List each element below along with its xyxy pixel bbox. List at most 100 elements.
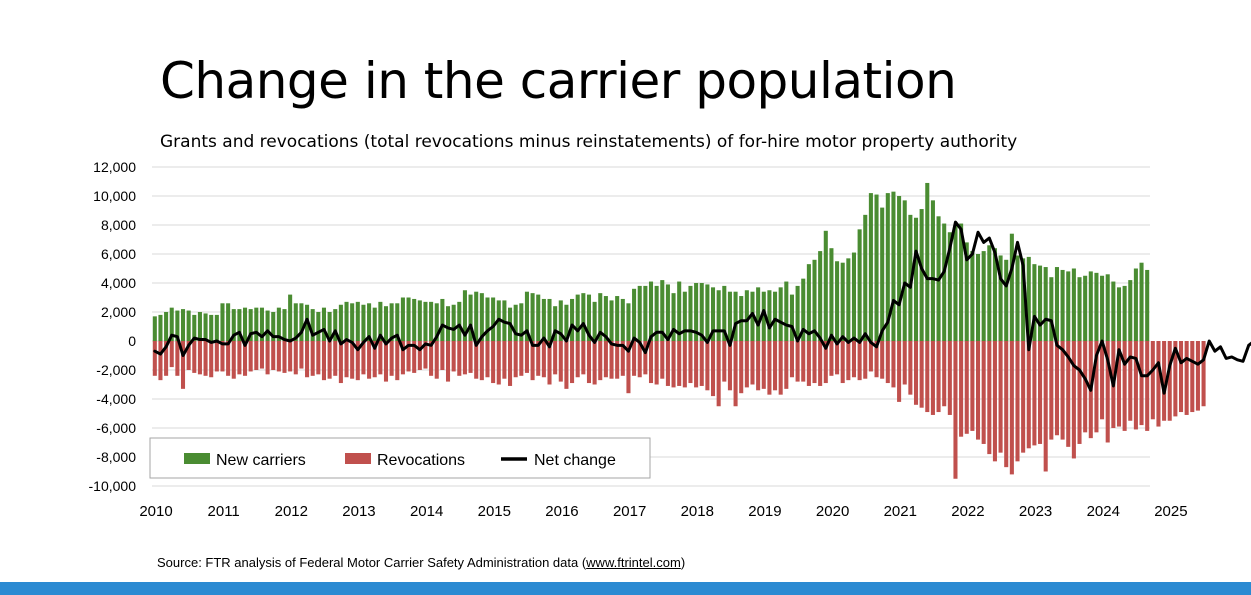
new-carriers-bar: [829, 248, 834, 341]
new-carriers-bar: [361, 304, 366, 341]
revocations-bar: [186, 341, 191, 370]
revocations-bar: [434, 341, 439, 379]
new-carriers-bar: [868, 193, 873, 341]
revocations-bar: [1190, 341, 1195, 413]
new-carriers-bar: [863, 214, 868, 341]
new-carriers-bar: [293, 303, 298, 341]
revocations-bar: [665, 341, 670, 386]
new-carriers-bar: [299, 303, 304, 341]
new-carriers-bar: [1038, 265, 1043, 341]
new-carriers-bar: [891, 191, 896, 341]
new-carriers-bar: [175, 310, 180, 341]
revocations-bar: [1094, 341, 1099, 433]
revocations-bar: [355, 341, 360, 381]
revocations-bar: [169, 341, 174, 368]
revocations-bar: [908, 341, 913, 395]
new-carriers-bar: [152, 316, 157, 341]
new-carriers-bar: [688, 285, 693, 341]
revocations-bar: [327, 341, 332, 379]
revocations-bar: [750, 341, 755, 385]
new-carriers-bar: [727, 291, 732, 341]
new-carriers-bar: [919, 209, 924, 341]
new-carriers-bar: [564, 304, 569, 341]
revocations-bar: [395, 341, 400, 381]
new-carriers-bar: [767, 290, 772, 341]
new-carriers-bar: [1032, 264, 1037, 341]
legend-rev-label: Revocations: [377, 452, 465, 469]
revocations-bar: [913, 341, 919, 405]
y-tick-label: 12,000: [93, 159, 136, 175]
new-carriers-bar: [930, 200, 935, 341]
revocations-bar: [671, 341, 676, 388]
new-carriers-bar: [880, 207, 885, 341]
y-tick-label: 2,000: [101, 304, 136, 320]
source-close: ): [680, 555, 686, 570]
revocations-bar: [350, 341, 355, 379]
revocations-bar: [1077, 341, 1082, 444]
revocations-bar: [823, 341, 828, 384]
revocations-bar: [412, 341, 417, 373]
revocations-bar: [964, 341, 969, 434]
revocations-bar: [818, 341, 823, 386]
new-carriers-bar: [524, 291, 529, 341]
revocations-bar: [598, 341, 603, 381]
net-change-line-group: [153, 220, 1251, 395]
revocations-bar: [609, 341, 614, 379]
y-tick-label: -6,000: [96, 420, 136, 436]
x-tick-label: 2012: [275, 503, 308, 520]
new-carriers-bar: [310, 309, 315, 341]
new-carriers-bar: [378, 301, 383, 341]
new-carriers-bar: [355, 301, 360, 341]
revocations-bar: [891, 341, 896, 388]
revocations-bar: [203, 341, 208, 376]
revocations-bar: [643, 341, 648, 375]
revocations-bar: [885, 341, 890, 384]
revocations-bar: [451, 341, 456, 372]
new-carriers-bar: [784, 281, 789, 341]
revocations-bar: [880, 341, 885, 379]
new-carriers-bar: [1009, 233, 1014, 341]
new-carriers-bar: [214, 314, 219, 341]
new-carriers-bar: [1100, 275, 1105, 341]
new-carriers-bar: [1026, 256, 1031, 341]
new-carriers-bar: [575, 294, 580, 341]
revocations-bar: [226, 341, 231, 376]
source-link[interactable]: www.ftrintel.com: [586, 555, 681, 570]
revocations-bar: [276, 341, 281, 372]
x-tick-label: 2025: [1154, 503, 1187, 520]
new-carriers-bar: [485, 297, 490, 341]
revocations-bar: [739, 341, 744, 394]
revocations-bar: [1150, 341, 1155, 420]
revocations-bar: [1015, 341, 1020, 462]
new-carriers-bar: [541, 298, 546, 341]
x-tick-label: 2024: [1087, 503, 1120, 520]
revocations-bar: [1105, 341, 1110, 443]
revocations-bar: [1100, 341, 1105, 420]
revocations-bar: [220, 341, 225, 372]
revocations-bar: [192, 341, 197, 373]
revocations-bar: [930, 341, 935, 415]
revocations-bar: [1026, 341, 1031, 449]
new-carriers-bar: [237, 309, 242, 341]
revocations-bar: [902, 341, 907, 385]
new-carriers-bar: [197, 312, 202, 341]
revocations-bar: [959, 341, 964, 437]
new-carriers-bars: [152, 182, 1150, 341]
new-carriers-bar: [694, 283, 699, 341]
revocations-bar: [305, 341, 310, 378]
revocations-bar: [1201, 341, 1206, 407]
x-tick-label: 2013: [342, 503, 375, 520]
revocations-bar: [282, 341, 287, 373]
new-carriers-bar: [429, 301, 434, 341]
new-carriers-bar: [1054, 267, 1059, 341]
revocations-bar: [699, 341, 704, 386]
new-carriers-bar: [609, 300, 614, 341]
revocations-bar: [1178, 341, 1184, 413]
new-carriers-bar: [1105, 274, 1110, 341]
y-tick-label: -2,000: [96, 362, 136, 378]
revocations-bar: [1145, 341, 1150, 431]
revocations-bars: [152, 341, 1206, 479]
revocations-bar: [778, 341, 783, 395]
new-carriers-bar: [192, 314, 197, 341]
y-tick-label: 10,000: [93, 188, 136, 204]
